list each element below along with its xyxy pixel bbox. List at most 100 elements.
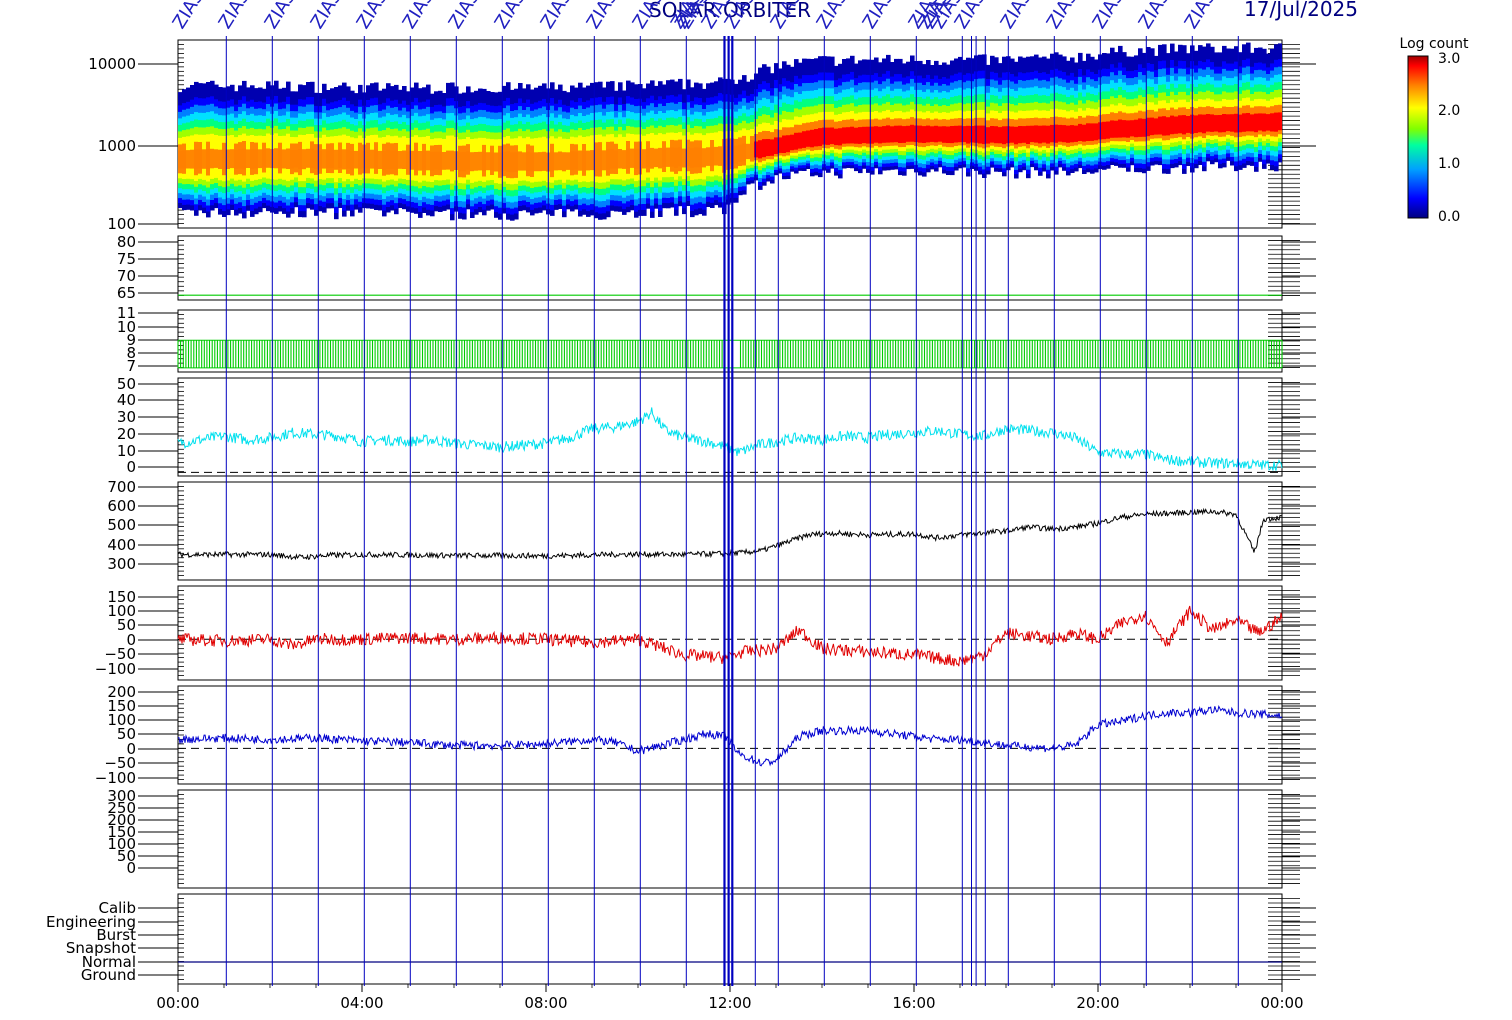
spectrogram-cell [1094, 123, 1099, 141]
y-tick-label: 7 [126, 357, 136, 375]
y-tick-label: Snapshot [66, 939, 136, 957]
spectrogram-cell [586, 150, 591, 171]
spectrogram-cell [1250, 114, 1255, 132]
y-tick-label: 20 [117, 425, 136, 443]
spectrogram-cell [1214, 115, 1219, 132]
spectrogram-cell [394, 150, 399, 170]
time-tick-label: 16:00 [892, 994, 935, 1012]
spectrogram-cell [1138, 118, 1143, 137]
zias-marker-label: ZIAS [399, 0, 439, 33]
spectrogram-cell [190, 149, 195, 169]
time-tick-label: 20:00 [1076, 994, 1119, 1012]
spectrogram-cell [1174, 116, 1179, 134]
y-tick-label: 0 [126, 631, 136, 649]
spectrogram-cell [186, 150, 191, 169]
spectrogram-cell [1154, 118, 1159, 135]
y-tick-label: 300 [107, 555, 136, 573]
spectrogram-cell [834, 128, 839, 146]
spectrogram-cell [1222, 114, 1227, 133]
spectrogram-cell [1022, 126, 1027, 143]
spectrogram-cell [618, 149, 623, 169]
spectrogram-cell [774, 137, 779, 154]
spectrogram-cell [222, 149, 227, 170]
spectrogram-cell [930, 126, 935, 142]
spectrogram-cell [198, 149, 203, 169]
spectrogram-cell [182, 150, 187, 169]
spectrogram-cell [982, 125, 987, 145]
zias-marker-label: ZIAS [1181, 0, 1221, 33]
spectrogram-cell [290, 150, 295, 169]
spectrogram-cell [1278, 112, 1282, 131]
y-tick-label: Calib [98, 899, 136, 917]
y-tick-label: 150 [107, 823, 136, 841]
time-tick-label: 00:00 [156, 994, 199, 1012]
spectrogram-cell [1074, 125, 1079, 142]
spectrogram-cell [1118, 119, 1123, 138]
spectrogram-cell [614, 150, 619, 169]
colorbar-scale [1407, 55, 1429, 219]
spectrogram-cell [1070, 125, 1075, 143]
spectrogram-cell [1082, 124, 1087, 142]
spectrogram-cell [382, 150, 387, 170]
spectrogram-cell [302, 149, 307, 170]
spectrogram-cell [250, 149, 255, 169]
spectrogram-cell [566, 152, 571, 170]
spectrogram-cell [1102, 121, 1107, 140]
spectrogram-cell [346, 149, 351, 169]
spectrogram-cell [434, 151, 439, 170]
spectrogram-cell [806, 130, 811, 147]
spectrogram-cell [1182, 115, 1187, 135]
spectrogram-cell [754, 141, 759, 158]
spectrogram-cell [386, 149, 391, 170]
y-tick-label: 600 [107, 497, 136, 515]
spectrogram-cell [1050, 124, 1055, 143]
spectrogram-cell [662, 148, 667, 167]
spectrogram-cell [262, 149, 267, 168]
spectrogram-cell [658, 147, 663, 169]
spectrogram-cell [802, 131, 807, 148]
spectrogram-cell [1126, 120, 1131, 138]
vz-frame [177, 685, 1283, 785]
y-tick-label: 100 [107, 711, 136, 729]
y-tick-label: 10 [117, 442, 136, 460]
spectrogram-cell [798, 132, 803, 149]
spectrogram-cell [202, 149, 207, 169]
spectrogram-cell [910, 124, 915, 142]
y-tick-label: 700 [107, 478, 136, 496]
spectrogram-cell [934, 125, 939, 143]
spectrogram-cell [1142, 118, 1147, 137]
spectrogram-cell [350, 150, 355, 170]
spectrogram-cell [574, 151, 579, 170]
spectrogram-cell [518, 151, 523, 171]
spectrogram-cell [558, 151, 563, 171]
spectrogram-cell [846, 127, 851, 144]
mode-info-frame [177, 893, 1283, 985]
spectrogram-cell [378, 150, 383, 169]
spectrogram-cell [314, 150, 319, 169]
nb-energy-frame [177, 235, 1283, 301]
spectrogram-cell [582, 151, 587, 171]
zias-marker-label: ZIAS [169, 0, 209, 33]
nb-elevation-series-line [177, 340, 1283, 368]
spectrogram-cell [738, 144, 743, 162]
spectrogram-cell [510, 152, 515, 173]
y-tick-label: 30 [117, 408, 136, 426]
spectrogram-cell [246, 149, 251, 168]
spectrogram-cell [486, 152, 491, 171]
panels: 1000010001008075706511109875040302010070… [46, 36, 1316, 986]
spectrogram-cell [690, 148, 695, 168]
spectrogram-cell [1066, 125, 1071, 143]
density-frame [177, 377, 1283, 477]
spectrogram-cell [1230, 114, 1235, 132]
spectrogram-cell [718, 146, 723, 166]
spectrogram-cell [1162, 116, 1167, 136]
energy-spectrogram-panel: 10000 1000 100 [88, 39, 1316, 233]
spectrogram-cell [506, 151, 511, 172]
spectrogram-cell [422, 150, 427, 170]
spectrogram-cell [330, 150, 335, 169]
spectrogram-cell [534, 152, 539, 172]
spectrogram-cell [590, 150, 595, 171]
spectrogram-cell [266, 148, 271, 168]
spectrogram-cell [1134, 119, 1139, 138]
